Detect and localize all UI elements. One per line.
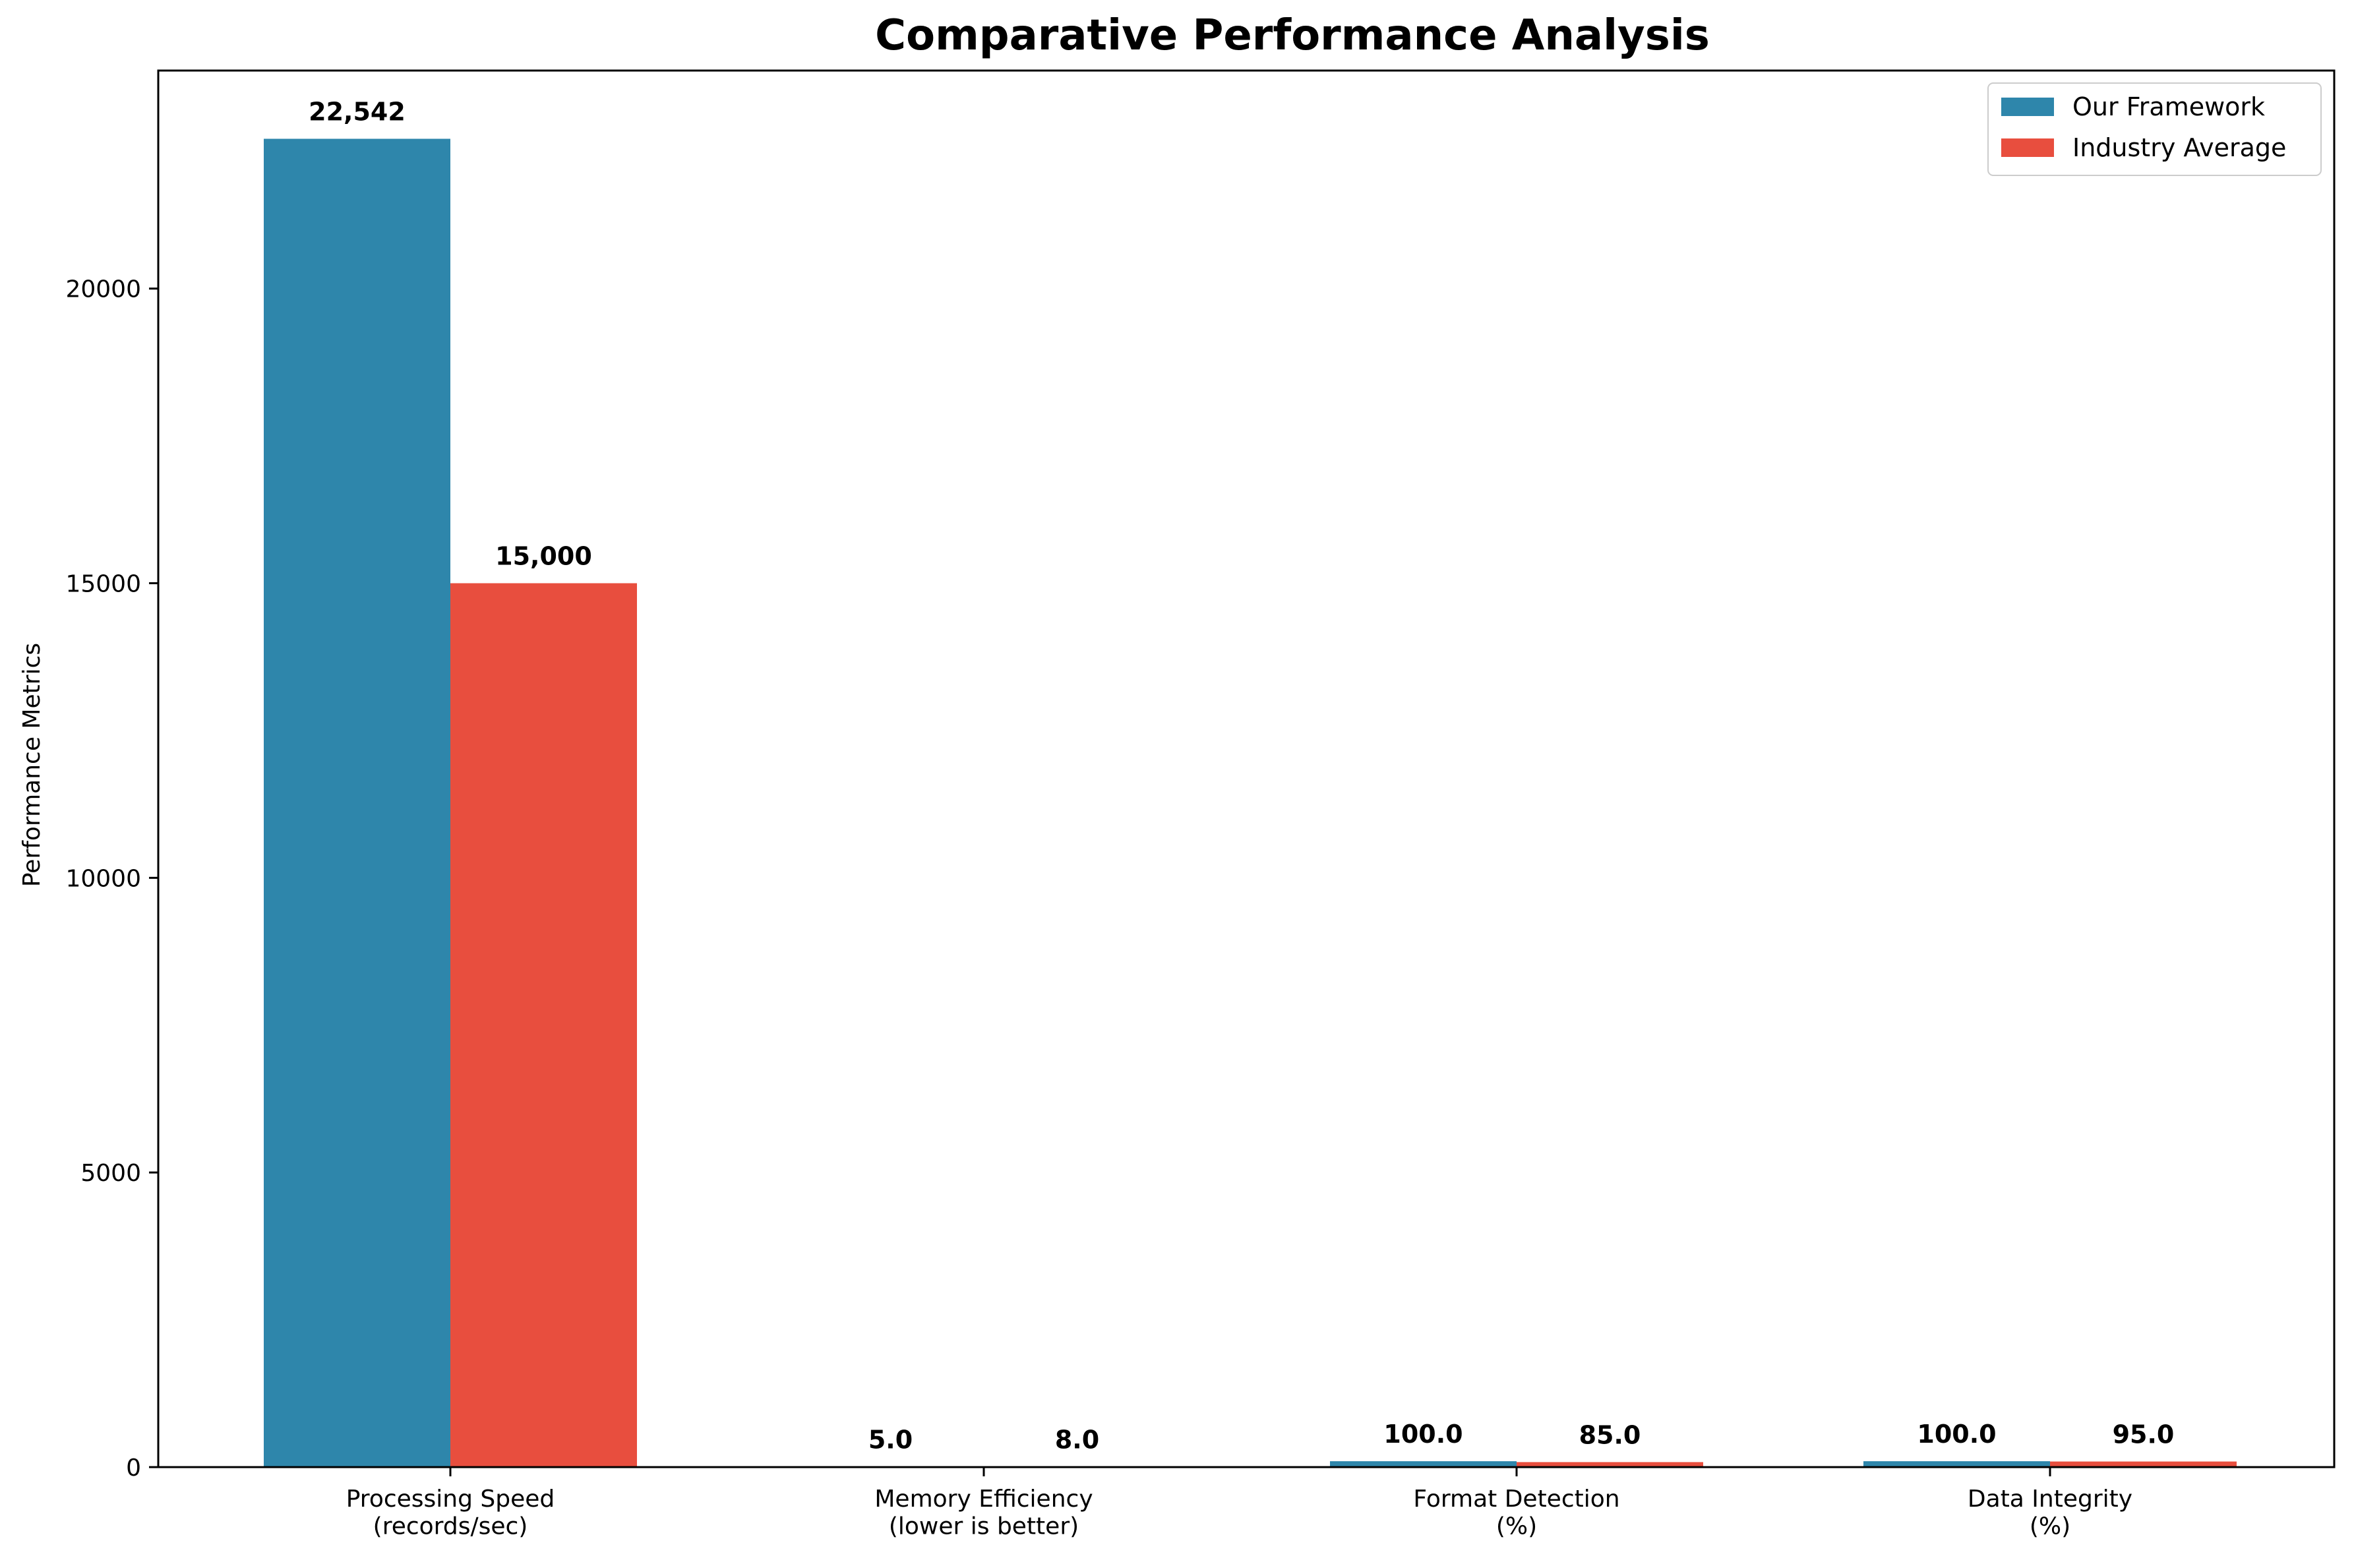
x-tick-label-line: (%) (2030, 1513, 2070, 1540)
x-tick-label-line: (lower is better) (889, 1513, 1079, 1540)
bar-value-label-our-framework-processing-speed: 22,542 (309, 97, 406, 126)
bar-value-label-industry-average-processing-speed: 15,000 (495, 541, 592, 570)
legend: Our Framework Industry Average (1988, 83, 2321, 175)
y-tick-label-20000: 20000 (65, 276, 141, 303)
y-tick-label-5000: 5000 (80, 1160, 141, 1187)
bar-industry-average-processing-speed (450, 583, 637, 1467)
y-tick-label-10000: 10000 (65, 865, 141, 892)
y-tick-label-0: 0 (126, 1455, 141, 1482)
bar-value-label-industry-average-memory-efficiency: 8.0 (1055, 1425, 1099, 1454)
bar-our-framework-processing-speed (264, 138, 450, 1467)
chart-title: Comparative Performance Analysis (875, 11, 1710, 60)
bar-value-label-our-framework-format-detection: 100.0 (1383, 1420, 1463, 1449)
bar-value-label-our-framework-data-integrity: 100.0 (1917, 1420, 1996, 1449)
x-tick-label-line: Processing Speed (346, 1486, 555, 1513)
bar-value-label-our-framework-memory-efficiency: 5.0 (868, 1426, 913, 1455)
bar-value-label-industry-average-data-integrity: 95.0 (2113, 1420, 2175, 1449)
legend-swatch-our-framework (2001, 98, 2054, 116)
legend-label-industry-average: Industry Average (2072, 133, 2286, 162)
x-tick-label-memory-efficiency: Memory Efficiency(lower is better) (874, 1486, 1093, 1540)
x-tick-label-line: (%) (1496, 1513, 1537, 1540)
x-tick-label-line: (records/sec) (373, 1513, 528, 1540)
legend-swatch-industry-average (2001, 138, 2054, 157)
legend-label-our-framework: Our Framework (2072, 92, 2265, 121)
y-axis-label: Performance Metrics (18, 643, 45, 887)
x-tick-label-line: Memory Efficiency (874, 1486, 1093, 1513)
bar-value-label-industry-average-format-detection: 85.0 (1579, 1420, 1641, 1449)
x-tick-label-processing-speed: Processing Speed(records/sec) (346, 1486, 555, 1540)
y-tick-label-15000: 15000 (65, 570, 141, 597)
x-tick-label-line: Format Detection (1413, 1486, 1619, 1513)
x-tick-label-line: Data Integrity (1968, 1486, 2132, 1513)
